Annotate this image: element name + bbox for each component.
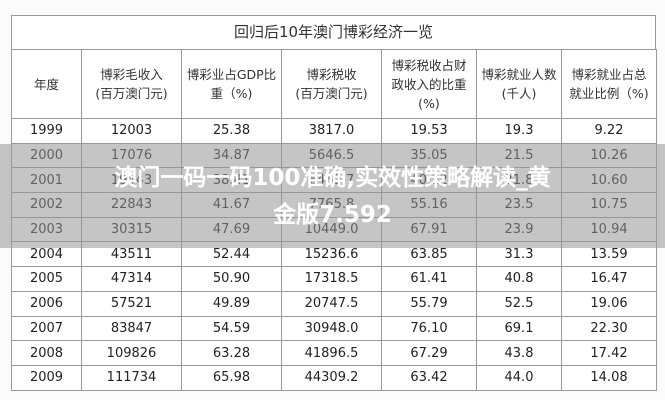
table-title: 回归后10年澳门博彩经济一览: [11, 15, 656, 49]
table-row: 2006 57521 49.89 20747.5 55.79 52.5 19.06: [11, 290, 657, 317]
table-cell: 41896.5: [281, 340, 382, 366]
year-cell: 2007: [11, 315, 82, 342]
table-cell: 19.53: [381, 118, 477, 144]
table-cell: 83847: [81, 315, 182, 342]
column-header-line: 博彩业占GDP比: [186, 67, 277, 82]
table-row: 2008 109826 63.28 41896.5 67.29 43.8 17.42: [11, 340, 657, 366]
table-cell: 52.5: [476, 290, 562, 317]
table-cell: 47314: [81, 266, 182, 292]
table-cell: 14.08: [561, 364, 657, 391]
table-cell: 69.1: [476, 315, 562, 342]
table-cell: 16.47: [561, 266, 657, 292]
column-header-line: (百万澳门元): [95, 86, 168, 101]
table-cell: 55.79: [381, 290, 477, 317]
overlay-line-1: 澳门一码一码100准确,实效性策略解读_黄: [114, 165, 551, 191]
table-cell: 43.8: [476, 340, 562, 366]
column-header-line: 政收入的比重: [391, 76, 467, 92]
year-cell: 2005: [11, 266, 82, 292]
column-header: 博彩业占GDP比 重（%): [181, 49, 282, 119]
table-cell: 61.41: [381, 266, 477, 292]
table-cell: 67.29: [381, 340, 477, 366]
table-cell: 109826: [81, 340, 182, 366]
column-header: 年度: [11, 49, 82, 119]
column-header-line: 博彩毛收入: [100, 67, 163, 82]
column-header-line: 重（%): [210, 86, 253, 101]
table-row: 2007 83847 54.59 30948.0 76.10 69.1 22.30: [11, 315, 657, 342]
year-cell: 2006: [11, 290, 82, 317]
table-row: 2005 47314 50.90 17318.5 61.41 40.8 16.47: [11, 266, 657, 292]
table-cell: 111734: [81, 364, 182, 391]
overlay-headline: 澳门一码一码100准确,实效性策略解读_黄 金版7.592: [20, 160, 645, 234]
column-header-line: 就业比例（%): [569, 86, 649, 101]
table-cell: 44309.2: [281, 364, 382, 391]
column-header-line: 博彩税收: [306, 67, 357, 82]
column-header-line: 博彩就业占总: [571, 67, 647, 82]
table-cell: 49.89: [181, 290, 282, 317]
year-cell: 2009: [11, 364, 82, 391]
table-cell: 65.98: [181, 364, 282, 391]
table-cell: 57521: [81, 290, 182, 317]
table-header: 年度 博彩毛收入 (百万澳门元) 博彩业占GDP比 重（%) 博彩税收 (百万澳门元) 博彩税…: [11, 49, 657, 119]
overlay-banner: [0, 144, 665, 248]
column-header-line: 博彩就业人数: [481, 67, 557, 82]
table-cell: 17.42: [561, 340, 657, 366]
table-row: 2009 111734 65.98 44309.2 63.42 44.0 14.08: [11, 364, 657, 391]
column-header: 博彩税收 (百万澳门元): [281, 49, 382, 119]
table-cell: 25.38: [181, 118, 282, 144]
table-cell: 9.22: [561, 118, 657, 144]
year-cell: 1999: [11, 118, 82, 144]
table-cell: 19.06: [561, 290, 657, 317]
table-cell: 30948.0: [281, 315, 382, 342]
table-cell: 22.30: [561, 315, 657, 342]
table-cell: 17318.5: [281, 266, 382, 292]
table-cell: 3817.0: [281, 118, 382, 144]
column-header-line: (千人): [501, 86, 537, 101]
table-cell: 40.8: [476, 266, 562, 292]
table-cell: 63.42: [381, 364, 477, 391]
year-cell: 2008: [11, 340, 82, 366]
table-cell: 12003: [81, 118, 182, 144]
overlay-line-2: 金版7.592: [273, 202, 392, 228]
column-header-line: 年度: [33, 76, 59, 92]
table-cell: 19.3: [476, 118, 562, 144]
table-cell: 44.0: [476, 364, 562, 391]
table-cell: 54.59: [181, 315, 282, 342]
column-header: 博彩就业占总 就业比例（%): [561, 49, 657, 119]
column-header: 博彩税收占财 政收入的比重 (%): [381, 49, 477, 119]
table-cell: 50.90: [181, 266, 282, 292]
column-header: 博彩就业人数 (千人): [476, 49, 562, 119]
column-header-line: (百万澳门元): [295, 86, 368, 101]
table-row: 1999 12003 25.38 3817.0 19.53 19.3 9.22: [11, 118, 657, 144]
column-header-line: 博彩税收占财: [391, 57, 467, 73]
table-cell: 76.10: [381, 315, 477, 342]
column-header-line: (%): [418, 95, 440, 111]
column-header: 博彩毛收入 (百万澳门元): [81, 49, 182, 119]
table-cell: 63.28: [181, 340, 282, 366]
table-cell: 20747.5: [281, 290, 382, 317]
